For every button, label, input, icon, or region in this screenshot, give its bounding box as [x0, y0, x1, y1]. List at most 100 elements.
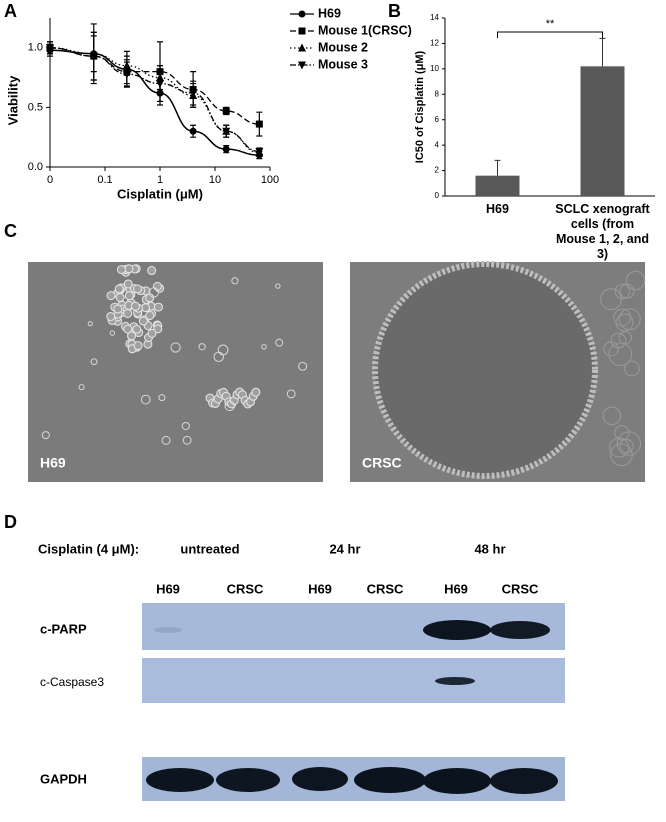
cell [616, 431, 642, 456]
y-tick-label: 0 [435, 191, 440, 200]
cell [609, 437, 630, 458]
row-label: c-Caspase3 [40, 675, 104, 689]
cell [133, 341, 143, 351]
y-tick-label: 10 [430, 64, 439, 73]
band [490, 768, 558, 794]
cell [610, 443, 633, 467]
marker [122, 70, 131, 79]
cell [224, 400, 235, 412]
marker [255, 120, 263, 128]
legend-label: H69 [318, 6, 341, 20]
x-tick-label: 0.1 [97, 174, 112, 186]
band [423, 768, 491, 794]
cell [148, 287, 160, 298]
cell [614, 425, 630, 441]
cell [127, 331, 137, 341]
legend-marker [298, 43, 306, 52]
marker [89, 52, 98, 61]
marker [222, 145, 230, 153]
y-tick-label: 6 [435, 115, 440, 124]
lane-label: H69 [308, 581, 332, 596]
bar [580, 66, 625, 196]
cell [153, 324, 163, 334]
series-line [49, 49, 260, 156]
cell [123, 324, 133, 334]
cell [231, 277, 239, 285]
y-tick-label: 14 [430, 13, 439, 22]
lane-label: H69 [444, 581, 468, 596]
band [490, 621, 550, 639]
cell [114, 284, 124, 294]
x-axis-label: Cisplatin (μM) [117, 186, 203, 201]
marker [189, 127, 197, 135]
blot-strip [142, 658, 565, 703]
cell [87, 321, 93, 327]
cell [614, 283, 631, 300]
cell [613, 308, 631, 327]
x-tick-label: 10 [209, 174, 221, 186]
cell [275, 338, 284, 347]
band [435, 677, 475, 685]
cell [145, 311, 155, 321]
panel-label: D [4, 512, 17, 532]
cell [251, 387, 261, 397]
y-axis-label: IC50 of Cisplatin (μM) [414, 50, 426, 163]
legend-label: Mouse 2 [318, 40, 368, 54]
cell [602, 406, 622, 426]
panel-label: A [4, 1, 17, 21]
x-tick-label: SCLC xenograft cells (from Mouse 1, 2, a… [555, 202, 650, 261]
y-tick-label: 12 [430, 39, 439, 48]
x-tick-label: 0 [47, 174, 53, 186]
significance-bracket [497, 31, 603, 38]
annotation: ** [546, 18, 555, 30]
marker [156, 80, 164, 89]
cell [41, 431, 50, 440]
y-axis-label: Viability [5, 75, 20, 125]
row-label: GAPDH [40, 771, 87, 786]
y-tick-label: 2 [435, 166, 440, 175]
lane-label: H69 [156, 581, 180, 596]
cell [181, 421, 190, 431]
cell [123, 279, 133, 289]
y-tick-label: 1.0 [28, 42, 43, 54]
bar [475, 175, 520, 196]
cell [113, 304, 123, 314]
legend-label: Mouse 1(CRSC) [318, 23, 412, 37]
cell [275, 283, 281, 289]
legend-marker [298, 27, 306, 35]
cell [217, 344, 229, 356]
x-tick-label: H69 [486, 202, 509, 216]
band [146, 768, 214, 792]
cell [132, 284, 142, 294]
cell [106, 311, 116, 321]
image-label: H69 [40, 455, 66, 471]
band [354, 767, 426, 793]
image-label: CRSC [362, 455, 402, 471]
band [423, 620, 491, 640]
marker [255, 148, 264, 157]
image-background [28, 262, 323, 482]
lane-label: CRSC [227, 581, 264, 596]
cell [138, 316, 148, 326]
band [154, 627, 182, 633]
series-line [49, 47, 260, 153]
row-label: c-PARP [40, 621, 87, 636]
error-bar [494, 159, 501, 176]
cell [610, 332, 627, 349]
y-tick-label: 8 [435, 89, 440, 98]
cell [170, 342, 181, 353]
y-tick-label: 0.5 [28, 101, 43, 113]
marker [222, 107, 230, 115]
marker [46, 44, 54, 53]
y-tick-label: 0.0 [28, 161, 43, 173]
panel-label: C [4, 221, 17, 241]
condition-label: untreated [180, 541, 239, 556]
cell [261, 344, 267, 350]
treatment-label: Cisplatin (4 μM): [38, 541, 139, 556]
cell [198, 343, 206, 351]
cell [132, 324, 142, 334]
cell [124, 291, 134, 301]
cell [130, 301, 140, 311]
cell [147, 328, 157, 338]
